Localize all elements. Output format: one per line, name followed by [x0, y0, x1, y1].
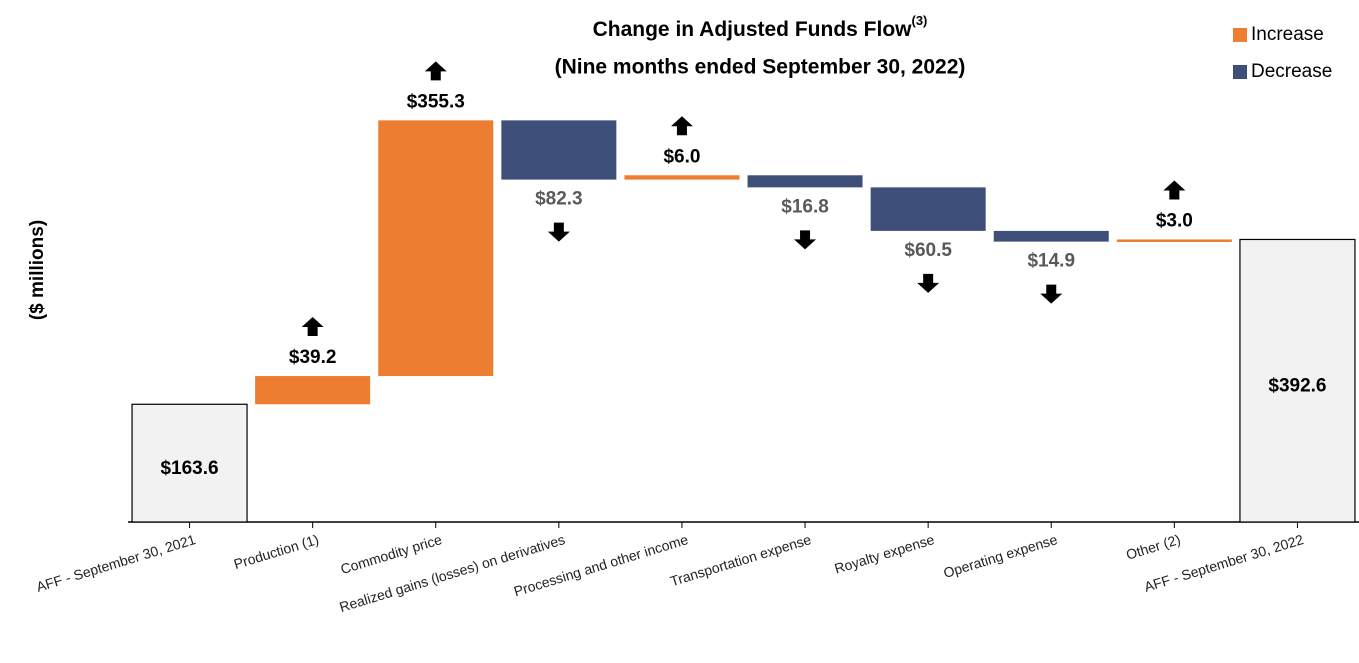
chart-title: Change in Adjusted Funds Flow(3)	[593, 13, 928, 40]
up-arrow	[301, 317, 324, 337]
increase-bar	[378, 120, 494, 377]
down-arrow	[547, 222, 570, 242]
x-tick-label: Realized gains (losses) on derivatives	[337, 531, 566, 615]
x-tick-label: Other (2)	[1124, 531, 1182, 563]
legend-swatch	[1233, 28, 1247, 42]
legend-label: Increase	[1251, 24, 1324, 45]
x-tick-label: Transportation expense	[668, 531, 813, 589]
value-label: $3.0	[1156, 210, 1193, 231]
up-arrow	[1163, 180, 1186, 200]
increase-bar	[255, 376, 371, 405]
increase-bar	[1116, 239, 1232, 242]
decrease-bar	[993, 230, 1109, 242]
value-label: $60.5	[904, 240, 952, 261]
value-label: $14.9	[1027, 251, 1075, 272]
x-tick-label: AFF - September 30, 2021	[34, 531, 197, 595]
legend-label: Decrease	[1251, 61, 1332, 82]
total-bar	[131, 403, 248, 523]
title-note: (3)	[912, 13, 928, 28]
total-label: $163.6	[160, 458, 218, 479]
legend-swatch	[1233, 65, 1247, 79]
x-tick-label: Commodity price	[339, 531, 444, 577]
down-arrow	[917, 273, 940, 293]
value-label: $6.0	[663, 146, 700, 167]
x-tick-label: Operating expense	[941, 531, 1059, 581]
down-arrow	[794, 230, 817, 250]
value-label: $39.2	[289, 347, 337, 368]
increase-bar	[624, 175, 740, 180]
decrease-bar	[501, 120, 617, 180]
decrease-bar	[870, 187, 986, 231]
down-arrow	[1040, 284, 1063, 304]
up-arrow	[670, 116, 693, 136]
chart-subtitle: (Nine months ended September 30, 2022)	[555, 56, 966, 79]
x-tick-label: Royalty expense	[832, 531, 936, 577]
total-bar	[1239, 238, 1356, 523]
y-axis-label: ($ millions)	[27, 220, 48, 320]
title-text: Change in Adjusted Funds Flow	[593, 18, 913, 41]
decrease-bar	[747, 175, 863, 188]
value-label: $82.3	[535, 189, 583, 210]
value-label: $16.8	[781, 196, 829, 217]
up-arrow	[424, 61, 447, 81]
value-label: $355.3	[407, 91, 465, 112]
x-tick-label: Production (1)	[232, 531, 321, 572]
total-label: $392.6	[1268, 376, 1326, 397]
